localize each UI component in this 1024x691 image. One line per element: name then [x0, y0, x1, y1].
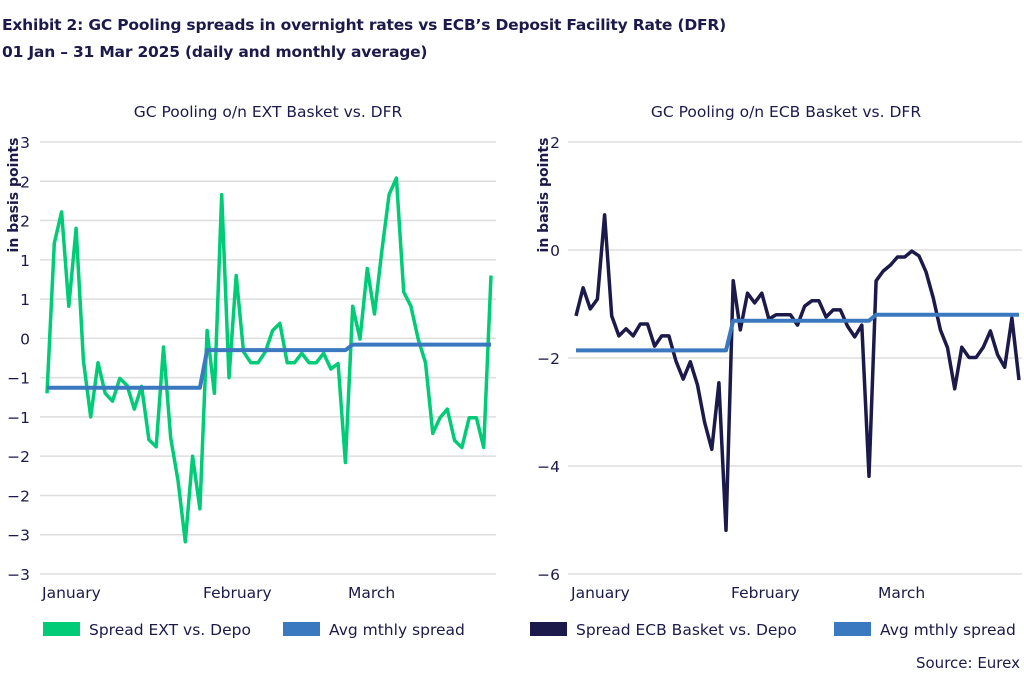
y-tick-label: 1 — [20, 252, 30, 270]
legend-label: Spread ECB Basket vs. Depo — [576, 621, 797, 639]
chart-panel-2: GC Pooling o/n ECB Basket vs. DFR in basi… — [530, 103, 1022, 639]
exhibit-title: Exhibit 2: GC Pooling spreads in overnig… — [2, 12, 726, 66]
y-tick-label: −2 — [7, 487, 30, 505]
series-line-avg-mthly-spread — [576, 312, 1019, 353]
x-month-label: March — [878, 584, 925, 602]
y-tick-label: 2 — [550, 134, 560, 152]
y-tick-label: 0 — [550, 242, 560, 260]
legend-swatch — [43, 622, 80, 636]
series-line-spread-ecb-basket-vs-depo — [574, 213, 1021, 533]
y-axis-label: in basis points — [6, 138, 22, 253]
y-tick-label: −4 — [537, 458, 560, 476]
title-line-2: 01 Jan – 31 Mar 2025 (daily and monthly … — [2, 43, 428, 61]
chart-panel-1: GC Pooling o/n EXT Basket vs. DFR in basi… — [6, 103, 496, 639]
y-tick-label: 0 — [20, 330, 30, 348]
y-tick-label: −3 — [7, 527, 30, 545]
y-tick-label: 2 — [20, 213, 30, 231]
x-month-label: February — [203, 584, 272, 602]
y-tick-label: −2 — [7, 448, 30, 466]
y-tick-label: −1 — [7, 409, 30, 427]
legend-label: Spread EXT vs. Depo — [89, 621, 251, 639]
legend-label: Avg mthly spread — [329, 621, 465, 639]
x-month-label: March — [348, 584, 395, 602]
chart-title: GC Pooling o/n ECB Basket vs. DFR — [651, 103, 921, 121]
x-month-label: January — [41, 584, 101, 602]
y-tick-label: 3 — [20, 134, 30, 152]
y-tick-label: 1 — [20, 291, 30, 309]
legend-label: Avg mthly spread — [880, 621, 1016, 639]
y-tick-label: 2 — [20, 173, 30, 191]
y-tick-label: −1 — [7, 370, 30, 388]
legend-swatch — [834, 622, 871, 636]
x-month-label: January — [570, 584, 630, 602]
title-line-1: Exhibit 2: GC Pooling spreads in overnig… — [2, 16, 726, 34]
series-line-spread-ext-vs-depo — [45, 176, 493, 544]
x-month-label: February — [731, 584, 800, 602]
y-tick-label: −6 — [537, 566, 560, 584]
source-note: Source: Eurex — [915, 654, 1020, 672]
y-tick-label: −3 — [7, 566, 30, 584]
legend-swatch — [530, 622, 567, 636]
y-tick-label: −2 — [537, 350, 560, 368]
legend-swatch — [283, 622, 320, 636]
chart-title: GC Pooling o/n EXT Basket vs. DFR — [134, 103, 403, 121]
y-axis-label: in basis points — [536, 138, 552, 253]
series-line-avg-mthly-spread — [47, 342, 491, 390]
